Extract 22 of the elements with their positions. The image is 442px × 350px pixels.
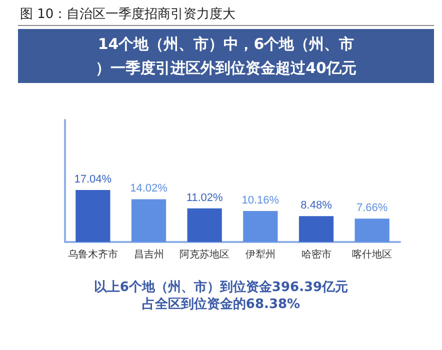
x-tick-label: 阿克苏地区 bbox=[180, 248, 230, 260]
data-label: 11.02% bbox=[186, 192, 224, 204]
text: 占全区到位资金的68.38% bbox=[140, 296, 302, 313]
bar bbox=[354, 218, 390, 242]
text: 以上6个地（州、市）到位资金396.39亿元 bbox=[92, 278, 350, 296]
bar bbox=[131, 199, 166, 242]
x-tick-label: 伊犁州 bbox=[245, 248, 276, 260]
bar bbox=[187, 208, 222, 242]
data-label: 10.16% bbox=[242, 194, 280, 207]
data-label: 7.66% bbox=[356, 202, 388, 214]
data-label: 14.02% bbox=[130, 182, 168, 195]
x-tick-label: 乌鲁木齐市 bbox=[68, 248, 118, 260]
x-tick-label: 喀什地区 bbox=[352, 248, 392, 260]
chart-subtitle: 14个地（州、市）中，6个地（州、市）一季度引进区外到位资金超过40亿元 bbox=[95, 34, 357, 79]
bar bbox=[243, 211, 278, 242]
chart-title: 图 10：自治区一季度招商引资力度大 bbox=[20, 6, 236, 23]
x-tick-label: 昌吉州 bbox=[134, 248, 164, 260]
bar bbox=[298, 216, 334, 242]
data-label: 17.04% bbox=[74, 174, 112, 186]
data-label: 8.48% bbox=[300, 200, 332, 212]
x-tick-label: 哈密市 bbox=[301, 248, 332, 260]
bar bbox=[76, 190, 110, 242]
